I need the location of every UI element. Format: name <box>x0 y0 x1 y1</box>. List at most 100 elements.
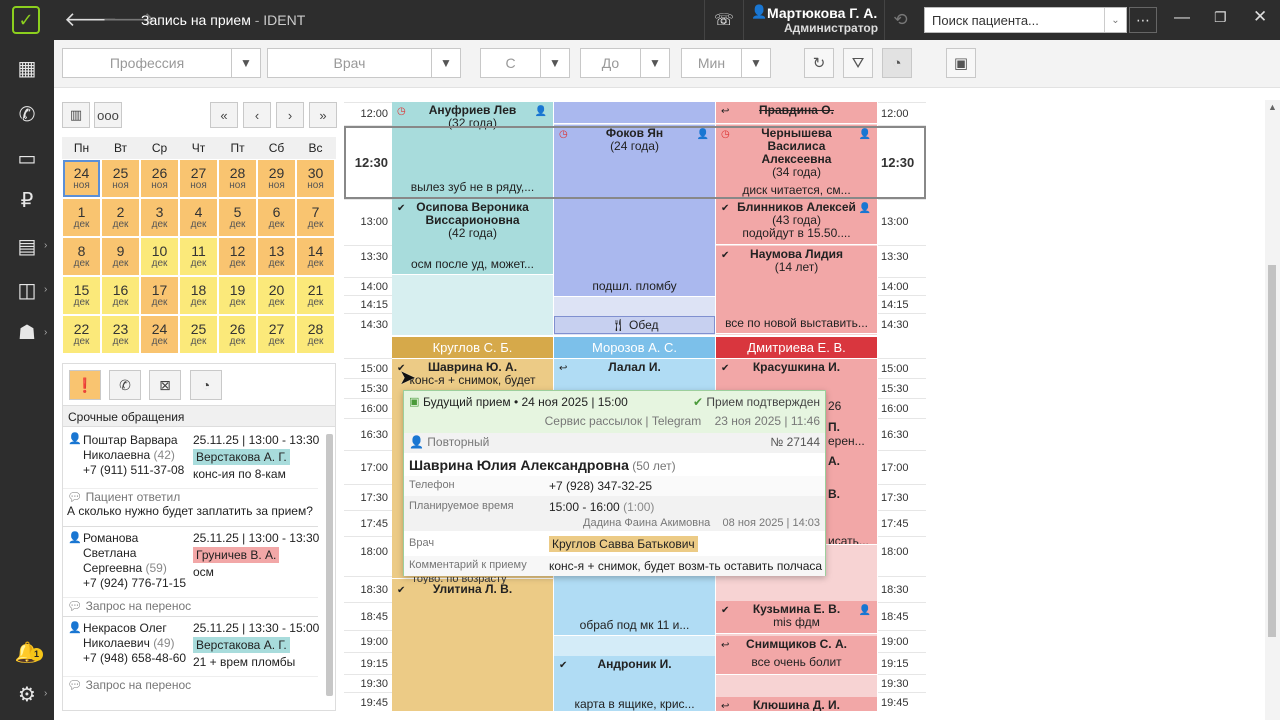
calendar-day[interactable]: 1 дек <box>62 198 101 237</box>
lunch-break[interactable]: 🍴︎ Обед <box>554 316 715 334</box>
patient-time-icon[interactable]: ◔ <box>190 370 222 400</box>
calendar-day[interactable]: 26 ноя <box>140 159 179 198</box>
doctor-header[interactable]: Морозов А. С. <box>554 337 715 358</box>
calendar-day[interactable]: 22 дек <box>62 315 101 354</box>
appointment[interactable]: ↩ Клюшина Д. И. <box>716 697 877 712</box>
calendar-day[interactable]: 8 дек <box>62 237 101 276</box>
patient-search-input[interactable]: Поиск пациента... <box>932 12 1039 28</box>
history-icon[interactable]: ⟲ <box>884 0 916 40</box>
chevron-down-icon[interactable]: ⌄ <box>1104 8 1126 32</box>
staff-icon[interactable]: ☗ <box>18 321 36 344</box>
calendar-day[interactable]: 7 дек <box>296 198 335 237</box>
scroll-up-icon[interactable]: ▲ <box>1268 102 1277 112</box>
schedule-grid-icon[interactable]: ▦ <box>17 57 37 80</box>
chevron-down-icon[interactable]: ▼ <box>640 49 669 77</box>
calendar-day[interactable]: 27 ноя <box>179 159 218 198</box>
callback-icon[interactable]: ✆ <box>109 370 141 400</box>
profession-filter[interactable]: Профессия ▼ <box>62 48 261 78</box>
calendar-day[interactable]: 10 дек <box>140 237 179 276</box>
calendar-day[interactable]: 26 дек <box>218 315 257 354</box>
calendar-settings-icon[interactable]: ▣ <box>946 48 976 78</box>
appointment[interactable]: ✔ Осипова Вероника Виссарионовна (42 год… <box>392 199 553 275</box>
appointment[interactable]: ✔ Андроник И. карта в ящике, крис... <box>554 656 715 712</box>
calendar-day[interactable]: 25 ноя <box>101 159 140 198</box>
main-scrollbar[interactable]: ▲ <box>1265 100 1280 720</box>
request-patient-phone[interactable]: +7 (924) 776-71-15 <box>83 576 187 590</box>
calendar-day[interactable]: 19 дек <box>218 276 257 315</box>
appointment[interactable]: ◷ 👤 Фоков Ян (24 года) подшл. пломбу <box>554 125 715 297</box>
request-item[interactable]: 👤 Некрасов Олег Николаевич (49) +7 (948) 6… <box>63 616 319 676</box>
appointment[interactable]: ✔ 👤 Кузьмина Е. В. mis фдм <box>716 601 877 634</box>
appointment[interactable]: ✔ 👤 Блинников Алексей (43 года) подойдут … <box>716 199 877 245</box>
calendar-day[interactable]: 12 дек <box>218 237 257 276</box>
next-week-button[interactable]: › <box>276 102 304 128</box>
appointment[interactable]: ◷ 👤 Ануфриев Лев (32 года) вылез зуб не в… <box>392 102 553 198</box>
calendar-day[interactable]: 6 дек <box>257 198 296 237</box>
time-view-icon[interactable]: ◔ <box>882 48 912 78</box>
empty-slot[interactable] <box>554 102 715 124</box>
phone-icon[interactable]: ☏ <box>704 0 744 40</box>
more-menu-button[interactable]: ⋯ <box>1129 7 1157 33</box>
calendar-day[interactable]: 16 дек <box>101 276 140 315</box>
calendar-day[interactable]: 20 дек <box>257 276 296 315</box>
reports-chart-icon[interactable]: ◫ <box>17 279 37 302</box>
time-from-filter[interactable]: С ▼ <box>480 48 570 78</box>
calendar-day[interactable]: 4 дек <box>179 198 218 237</box>
settings-gear-icon[interactable]: ⚙ <box>18 683 36 706</box>
chevron-down-icon[interactable]: ▼ <box>741 49 770 77</box>
doctor-header[interactable]: Дмитриева Е. В. <box>716 337 877 358</box>
calendar-day[interactable]: 17 дек <box>140 276 179 315</box>
appointment[interactable]: ✔ Улитина Л. В. <box>392 581 553 712</box>
chevron-down-icon[interactable]: ▼ <box>540 49 569 77</box>
next-month-button[interactable]: » <box>309 102 337 128</box>
user-name[interactable]: Мартюкова Г. А. <box>767 5 878 21</box>
tooltip-patient-name[interactable]: Шаврина Юлия Александровна <box>409 457 629 473</box>
request-item[interactable]: 👤 Романова Светлана Сергеевна (59) +7 (924)… <box>63 526 319 596</box>
urgent-alert-icon[interactable]: ❗ <box>69 370 101 400</box>
doctor-header[interactable]: Круглов С. Б. <box>392 337 553 358</box>
prev-month-button[interactable]: « <box>210 102 238 128</box>
requests-scrollbar[interactable] <box>326 434 333 696</box>
calendar-day[interactable]: 27 дек <box>257 315 296 354</box>
appointment[interactable]: ✔ Наумова Лидия (14 лет) все по новой вы… <box>716 246 877 334</box>
request-patient-phone[interactable]: +7 (911) 511-37-08 <box>83 463 185 477</box>
cash-register-icon[interactable]: ▤ <box>17 235 37 258</box>
chat-icon[interactable]: ▭ <box>17 147 37 170</box>
calendar-day[interactable]: 9 дек <box>101 237 140 276</box>
calendar-day[interactable]: 28 дек <box>296 315 335 354</box>
calendar-x-icon[interactable]: ⊠ <box>149 370 181 400</box>
calendar-day[interactable]: 25 дек <box>179 315 218 354</box>
chevron-down-icon[interactable]: ▼ <box>231 49 260 77</box>
calendar-day[interactable]: 15 дек <box>62 276 101 315</box>
close-button[interactable]: ✕ <box>1253 7 1268 26</box>
calendar-day[interactable]: 30 ноя <box>296 159 335 198</box>
time-to-filter[interactable]: До ▼ <box>580 48 670 78</box>
tooltip-phone[interactable]: +7 (928) 347-32-25 <box>549 479 653 493</box>
back-arrow-icon[interactable]: 🡐 <box>64 9 118 31</box>
calendar-day[interactable]: 24 ноя <box>62 159 101 198</box>
forward-arrow-icon[interactable]: 🡒 <box>102 9 156 31</box>
today-calendar-icon[interactable]: ▥ <box>62 102 90 128</box>
app-logo[interactable]: ✓ <box>12 6 40 34</box>
minimize-button[interactable]: — <box>1174 9 1190 26</box>
request-item[interactable]: 👤 Поштар Варвара Николаевна (42) +7 (911) … <box>63 431 319 487</box>
calendar-day[interactable]: 13 дек <box>257 237 296 276</box>
chevron-down-icon[interactable]: ▼ <box>431 49 460 77</box>
more-dots-icon[interactable]: ooo <box>94 102 122 128</box>
scroll-thumb[interactable] <box>1268 265 1276 637</box>
request-patient-phone[interactable]: +7 (948) 658-48-60 <box>83 651 187 665</box>
calendar-day[interactable]: 11 дек <box>179 237 218 276</box>
calendar-day[interactable]: 18 дек <box>179 276 218 315</box>
appointment[interactable]: ◷ 👤 Чернышева Василиса Алексеевна (34 год… <box>716 125 877 198</box>
calendar-day[interactable]: 14 дек <box>296 237 335 276</box>
calendar-day[interactable]: 5 дек <box>218 198 257 237</box>
appointment[interactable]: ↩ Снимщиков С. А. все очень болит <box>716 636 877 675</box>
calendar-day[interactable]: 28 ноя <box>218 159 257 198</box>
calendar-day[interactable]: 21 дек <box>296 276 335 315</box>
calendar-day[interactable]: 24 дек <box>140 315 179 354</box>
doctor-filter[interactable]: Врач ▼ <box>267 48 461 78</box>
calendar-day[interactable]: 3 дек <box>140 198 179 237</box>
calendar-day[interactable]: 2 дек <box>101 198 140 237</box>
clear-filter-icon[interactable]: ⛛ <box>843 48 873 78</box>
appointment[interactable]: ↩ Правдина О. <box>716 102 877 124</box>
